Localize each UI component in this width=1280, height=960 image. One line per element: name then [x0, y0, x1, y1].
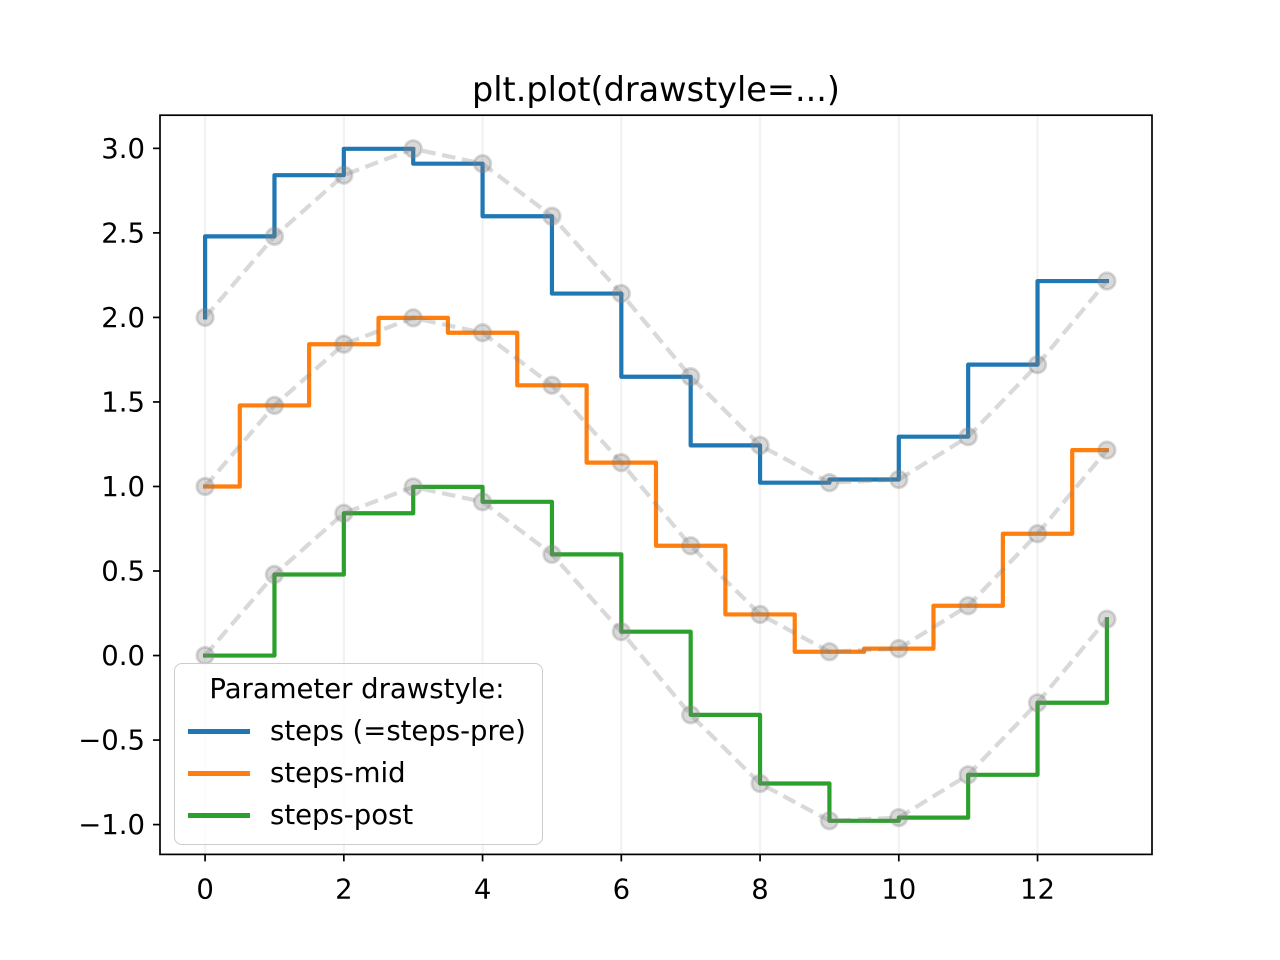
data-point-marker [264, 564, 285, 585]
y-tick-label: 0.5 [101, 556, 145, 588]
data-point-marker [195, 645, 215, 666]
data-point-marker [542, 544, 562, 565]
data-point-marker [1027, 354, 1048, 375]
legend-swatch [188, 729, 250, 734]
data-point-marker [680, 367, 701, 387]
y-tick-label: 2.5 [101, 218, 145, 250]
data-point-marker [1027, 693, 1048, 713]
legend-entry: steps-mid [188, 757, 526, 790]
legend-entry-label: steps (=steps-pre) [270, 715, 526, 747]
reference-dashed-line [203, 484, 1109, 823]
data-point-marker [889, 807, 909, 828]
x-tick-label: 10 [881, 873, 916, 905]
data-point-marker [403, 477, 423, 497]
data-point-marker [958, 596, 978, 616]
data-point-marker [819, 472, 840, 493]
data-point-marker [958, 426, 978, 447]
data-point-marker [819, 642, 840, 662]
series-line-steps-post [202, 484, 1110, 823]
data-point-marker [542, 375, 562, 396]
y-tick-label: 0.0 [101, 640, 145, 672]
data-point-marker [472, 492, 493, 512]
y-tick-label: 2.0 [101, 302, 145, 334]
data-point-marker [403, 139, 423, 159]
data-point-marker [1097, 440, 1117, 460]
series-line-steps-pre [202, 146, 1110, 485]
data-point-marker [195, 476, 215, 497]
y-tick-label: −1.0 [78, 809, 145, 841]
reference-dashed-line [203, 146, 1109, 485]
legend-swatch [188, 771, 250, 776]
legend-entry: steps (=steps-pre) [188, 715, 526, 748]
data-point-marker [195, 307, 215, 328]
y-tick-label: 1.0 [101, 471, 145, 503]
data-point-marker [889, 469, 909, 490]
data-point-marker [750, 435, 770, 456]
y-tick-label: 3.0 [101, 133, 145, 165]
x-tick-label: 12 [1020, 873, 1055, 905]
x-tick-label: 0 [196, 873, 214, 905]
data-point-marker [889, 638, 909, 659]
legend-swatch [188, 813, 250, 818]
legend-entries: steps (=steps-pre) steps-mid steps-post [188, 715, 526, 832]
y-tick-label: 1.5 [101, 387, 145, 419]
data-point-marker [334, 503, 354, 523]
legend-title: Parameter drawstyle: [209, 673, 505, 705]
legend-entry-label: steps-mid [270, 757, 406, 789]
data-point-marker [1097, 609, 1117, 629]
data-point-marker [334, 165, 354, 185]
reference-dashed-line [203, 315, 1109, 654]
data-point-marker [611, 283, 632, 304]
data-point-marker [819, 811, 840, 831]
axes-border [159, 114, 1153, 856]
data-point-marker [1027, 524, 1048, 544]
data-point-marker [611, 452, 632, 473]
x-tick-label: 2 [335, 873, 353, 905]
data-point-marker [680, 536, 701, 556]
data-point-marker [472, 323, 493, 343]
data-point-marker [334, 334, 354, 354]
x-tick-label: 6 [613, 873, 631, 905]
legend-entry-label: steps-post [270, 799, 414, 831]
data-point-marker [1097, 271, 1117, 291]
x-tick-label: 4 [474, 873, 492, 905]
data-point-marker [403, 308, 423, 328]
legend-box: Parameter drawstyle: steps (=steps-pre) s… [174, 663, 543, 845]
data-point-marker [750, 773, 770, 794]
data-point-marker [264, 226, 285, 247]
chart-title: plt.plot(drawstyle=...) [471, 70, 840, 109]
y-tick-label: −0.5 [78, 725, 145, 757]
x-tick-label: 8 [751, 873, 769, 905]
data-point-marker [542, 206, 562, 226]
legend-entry: steps-post [188, 799, 526, 832]
series-line-steps-mid [202, 315, 1110, 654]
data-point-marker [750, 604, 770, 625]
data-point-marker [472, 154, 493, 174]
data-point-marker [958, 765, 978, 785]
data-point-marker [680, 705, 701, 725]
data-point-marker [264, 395, 285, 416]
data-point-marker [611, 621, 632, 642]
